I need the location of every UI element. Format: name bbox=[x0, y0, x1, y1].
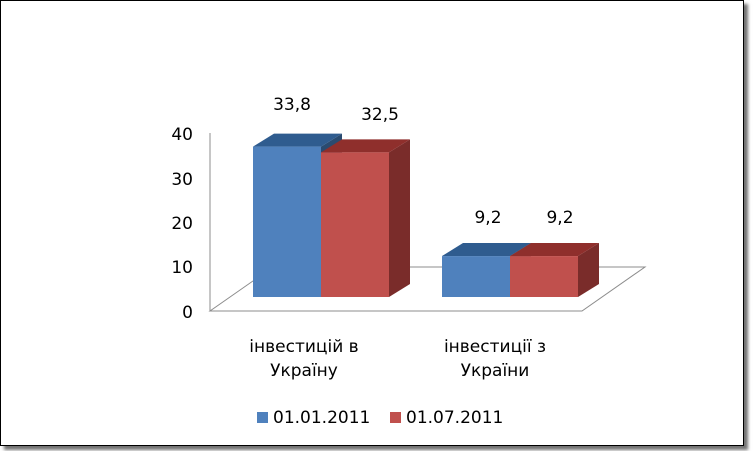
bar-front bbox=[442, 256, 510, 297]
y-tick-label: 40 bbox=[171, 125, 193, 145]
y-tick-label: 0 bbox=[182, 303, 193, 323]
legend-swatch-series-2 bbox=[390, 412, 401, 423]
category-label: України bbox=[461, 361, 530, 381]
bar-top bbox=[253, 133, 342, 147]
x-axis-labels: інвестицій в Україну інвестиції з Україн… bbox=[249, 337, 546, 381]
bar-2-series-2 bbox=[510, 243, 599, 297]
category-label: Україну bbox=[270, 361, 338, 381]
y-tick-label: 30 bbox=[171, 170, 193, 190]
y-tick-label: 20 bbox=[171, 214, 193, 234]
bar-front bbox=[510, 256, 578, 297]
bar-side bbox=[578, 243, 599, 297]
bar-top bbox=[321, 139, 410, 153]
category-label: інвестицій в bbox=[249, 337, 358, 357]
data-label: 32,5 bbox=[361, 105, 399, 125]
data-label: 9,2 bbox=[474, 208, 501, 228]
y-tick-label: 10 bbox=[171, 258, 193, 278]
legend-label: 01.07.2011 bbox=[406, 408, 503, 428]
bar-front bbox=[321, 152, 389, 297]
bar-top bbox=[510, 243, 599, 257]
bar-1-series-2 bbox=[321, 139, 410, 297]
data-label: 33,8 bbox=[273, 95, 311, 115]
legend-label: 01.01.2011 bbox=[273, 408, 370, 428]
data-labels: 33,8 32,5 9,2 9,2 bbox=[273, 95, 573, 228]
bar-side bbox=[389, 139, 410, 297]
category-label: інвестиції з bbox=[444, 337, 546, 357]
bar-top bbox=[442, 243, 531, 257]
legend-swatch-series-1 bbox=[257, 412, 268, 423]
bars bbox=[253, 133, 599, 297]
y-axis-ticks: 0 10 20 30 40 bbox=[171, 125, 193, 323]
legend: 01.01.2011 01.07.2011 bbox=[257, 408, 503, 428]
bar-front bbox=[253, 146, 321, 297]
data-label: 9,2 bbox=[546, 208, 573, 228]
